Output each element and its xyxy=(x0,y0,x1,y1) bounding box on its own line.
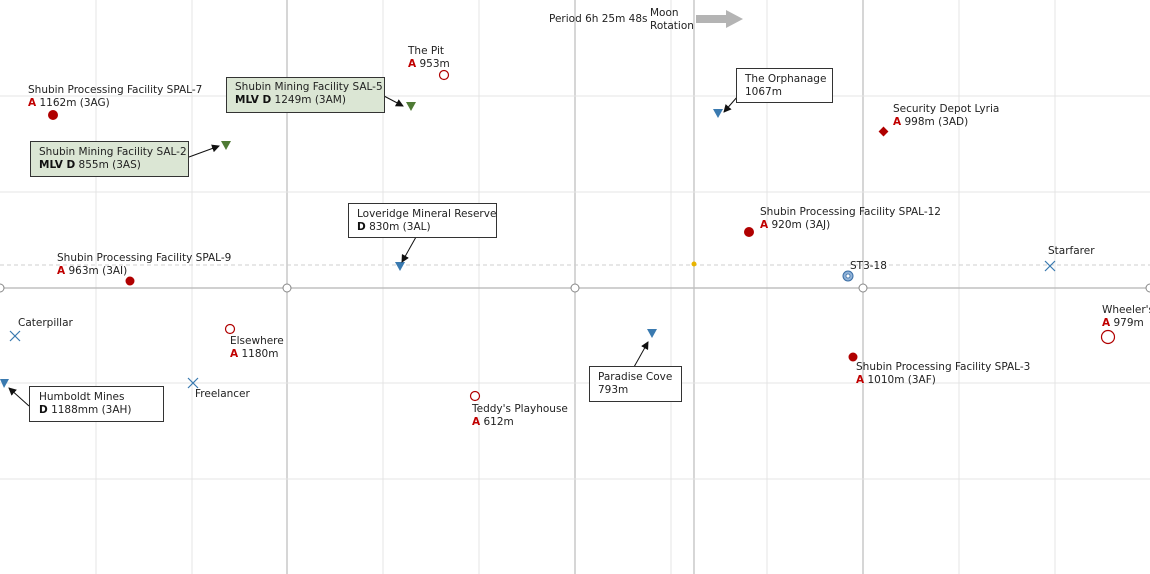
cross-icon xyxy=(9,330,21,342)
blue-triangle-icon xyxy=(395,262,405,271)
period-label: Period 6h 25m 48s xyxy=(549,13,648,25)
moon-rotation-label: Moon Rotation xyxy=(650,7,694,33)
callout-pointers xyxy=(8,95,739,407)
blue-triangle-icon xyxy=(647,329,657,338)
rotation-arrow-icon xyxy=(696,10,743,28)
location-label-elsewhere[interactable]: Elsewhere A 1180m xyxy=(230,335,284,360)
location-label-spal3[interactable]: Shubin Processing Facility SPAL-3 A 1010… xyxy=(856,361,1031,386)
location-label-st318[interactable]: ST3-18 xyxy=(850,260,887,272)
sun-direction-icon xyxy=(691,261,697,267)
green-triangle-icon xyxy=(221,141,231,150)
markers xyxy=(0,69,1116,402)
axis-node xyxy=(282,283,292,293)
location-label-wheelers[interactable]: Wheeler's A 979m xyxy=(1102,304,1150,329)
station-icon xyxy=(842,270,854,282)
diamond-icon xyxy=(878,126,889,137)
blue-triangle-icon xyxy=(0,379,9,388)
filled-circle-icon xyxy=(848,352,858,362)
location-label-starfarer[interactable]: Starfarer xyxy=(1048,245,1095,257)
callout-paradise[interactable]: Paradise Cove 793m xyxy=(589,366,682,402)
location-label-lyria[interactable]: Security Depot Lyria A 998m (3AD) xyxy=(893,103,1000,128)
location-label-thepit[interactable]: The Pit A 953m xyxy=(408,45,450,70)
filled-circle-icon xyxy=(48,110,58,120)
location-label-spal12[interactable]: Shubin Processing Facility SPAL-12 A 920… xyxy=(760,206,941,231)
equator-line xyxy=(0,264,1150,293)
hollow-circle-icon xyxy=(438,69,450,81)
callout-sal2[interactable]: Shubin Mining Facility SAL-2 MLV D 855m … xyxy=(30,141,189,177)
cross-icon xyxy=(1044,260,1056,272)
axis-node xyxy=(0,283,5,293)
axis-node xyxy=(1145,283,1150,293)
callout-loveridge[interactable]: Loveridge Mineral Reserve D 830m (3AL) xyxy=(348,203,497,238)
filled-circle-icon xyxy=(744,227,754,237)
location-label-caterpillar[interactable]: Caterpillar xyxy=(18,317,73,329)
location-label-teddys[interactable]: Teddy's Playhouse A 612m xyxy=(472,403,568,428)
filled-circle-icon xyxy=(125,276,135,286)
hollow-circle-icon xyxy=(469,390,481,402)
cross-icon xyxy=(187,377,199,389)
callout-sal5[interactable]: Shubin Mining Facility SAL-5 MLV D 1249m… xyxy=(226,77,385,113)
hollow-circle-icon xyxy=(1100,329,1116,345)
hollow-circle-icon xyxy=(224,323,236,335)
blue-triangle-icon xyxy=(713,109,723,118)
rotation-label: Rotation xyxy=(650,20,694,32)
location-label-freelancer[interactable]: Freelancer xyxy=(195,388,250,400)
location-label-spal7[interactable]: Shubin Processing Facility SPAL-7 A 1162… xyxy=(28,84,203,109)
callout-humboldt[interactable]: Humboldt Mines D 1188mm (3AH) xyxy=(29,386,164,422)
axis-node xyxy=(570,283,580,293)
moon-label: Moon xyxy=(650,7,679,19)
location-label-spal9[interactable]: Shubin Processing Facility SPAL-9 A 963m… xyxy=(57,252,232,277)
axis-node xyxy=(858,283,868,293)
callout-orphanage[interactable]: The Orphanage 1067m xyxy=(736,68,833,103)
green-triangle-icon xyxy=(406,102,416,111)
